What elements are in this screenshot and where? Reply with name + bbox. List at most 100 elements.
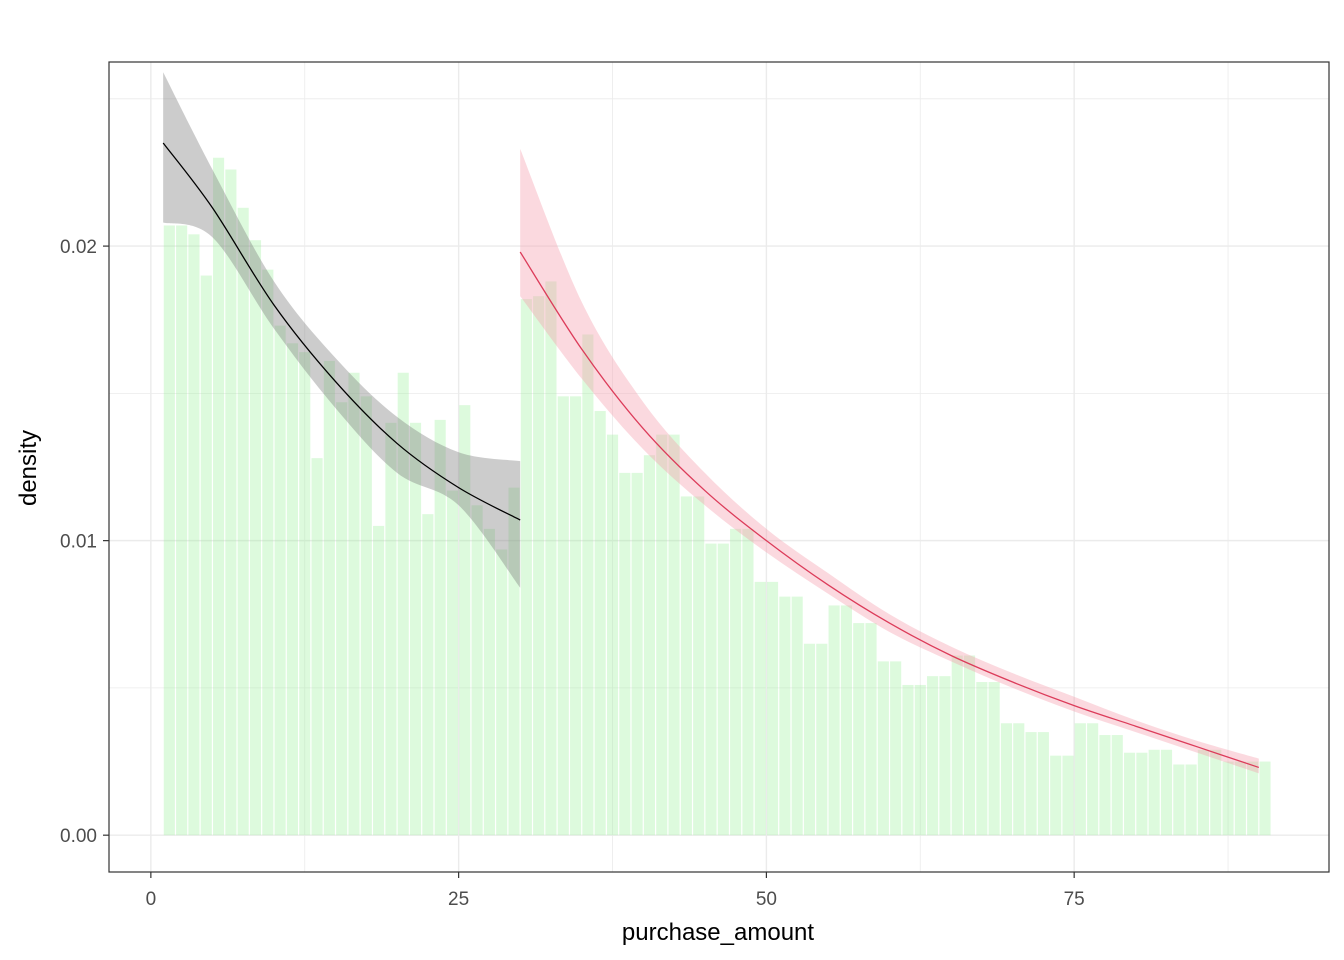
histogram-bar xyxy=(1062,755,1074,836)
histogram-bar xyxy=(865,623,877,836)
histogram-bar xyxy=(286,343,298,836)
histogram-bar xyxy=(1074,723,1086,836)
histogram-bar xyxy=(1234,761,1246,836)
histogram-bar xyxy=(631,472,643,836)
histogram-bar xyxy=(200,275,212,836)
histogram-bar xyxy=(1185,764,1197,836)
histogram-bar xyxy=(1099,735,1111,836)
bars-layer xyxy=(163,157,1271,836)
histogram-bar xyxy=(397,372,409,836)
histogram-bar xyxy=(336,402,348,836)
histogram-bar xyxy=(914,684,926,836)
histogram-bar xyxy=(213,157,225,836)
histogram-bar xyxy=(1259,761,1271,836)
histogram-bar xyxy=(1025,732,1037,836)
histogram-bar xyxy=(1136,752,1148,836)
histogram-bar xyxy=(766,581,779,836)
histogram-bar xyxy=(877,661,889,836)
histogram-bar xyxy=(1111,735,1123,836)
histogram-bar xyxy=(1197,749,1209,836)
histogram-bar xyxy=(1013,723,1025,836)
histogram-bar xyxy=(262,269,274,836)
histogram-bar xyxy=(816,643,828,836)
histogram-bar xyxy=(668,434,680,836)
histogram-bar xyxy=(1037,732,1049,836)
histogram-bar xyxy=(570,396,582,836)
histogram-bar xyxy=(582,334,594,836)
histogram-bar xyxy=(249,240,262,836)
histogram-bar xyxy=(890,661,902,836)
histogram-bar xyxy=(1222,761,1234,836)
histogram-bar xyxy=(1148,749,1160,836)
histogram-bar xyxy=(730,528,742,836)
histogram-bar xyxy=(853,623,865,836)
grid-layer xyxy=(109,62,1329,872)
histogram-bar xyxy=(840,605,852,836)
histogram-bar xyxy=(471,505,483,836)
histogram-bar xyxy=(643,455,655,836)
histogram-bar xyxy=(705,543,717,836)
histogram-bar xyxy=(754,581,766,836)
histogram-bar xyxy=(1124,752,1136,836)
histogram-bar xyxy=(533,296,545,836)
histogram-bar xyxy=(939,676,951,836)
histogram-bar xyxy=(742,528,754,836)
histogram-bar xyxy=(594,411,606,836)
histogram-bar xyxy=(693,496,705,836)
histogram-bar xyxy=(274,325,286,836)
histogram-bar xyxy=(311,458,323,836)
x-tick-label: 0 xyxy=(146,889,157,910)
histogram-bar xyxy=(803,643,816,836)
x-axis-title: purchase_amount xyxy=(622,919,814,946)
y-tick-label: 0.01 xyxy=(60,532,97,553)
histogram-bar xyxy=(791,596,803,836)
y-tick-label: 0.00 xyxy=(60,826,97,847)
histogram-bar xyxy=(927,676,939,836)
histogram-bar xyxy=(606,434,619,836)
histogram-bar xyxy=(299,352,311,836)
confidence-band-fit_30_plus xyxy=(520,148,1259,774)
histogram-bar xyxy=(446,490,459,836)
histogram-bar xyxy=(176,225,188,836)
histogram-bar xyxy=(459,405,471,836)
histogram-bar xyxy=(1087,723,1099,836)
confidence-band-fit_below_30 xyxy=(163,72,521,588)
fit-line-fit_below_30 xyxy=(162,142,521,521)
panel-border xyxy=(108,61,1330,873)
histogram-bar xyxy=(619,472,631,836)
y-tick-label: 0.02 xyxy=(60,237,97,258)
axes-layer: 0 25 50 75 0.00 0.01 0.02 xyxy=(60,237,1085,910)
histogram-bar xyxy=(656,434,668,836)
histogram-bar xyxy=(1050,755,1062,836)
histogram-bar xyxy=(385,422,397,836)
histogram-bar xyxy=(988,682,1000,836)
histogram-bar xyxy=(680,496,692,836)
histogram-bar xyxy=(976,682,988,836)
histogram-bar xyxy=(496,549,508,836)
histogram-bar xyxy=(373,525,385,836)
histogram-bar xyxy=(1160,749,1173,836)
histogram-bar xyxy=(323,360,335,836)
histogram-bar xyxy=(545,281,557,836)
histogram-bar xyxy=(1210,749,1222,836)
histogram-bar xyxy=(520,299,532,836)
histogram-bar xyxy=(163,225,175,836)
x-tick-label: 50 xyxy=(756,889,777,910)
histogram-bar xyxy=(483,528,495,836)
histogram-bar xyxy=(951,655,963,836)
histogram-bar xyxy=(434,419,446,836)
histogram-bar xyxy=(360,396,372,836)
confidence-bands-layer xyxy=(163,72,1259,774)
y-axis-title: density xyxy=(15,430,42,506)
histogram-bar xyxy=(508,487,520,836)
histogram-bar xyxy=(225,169,237,836)
histogram-bar xyxy=(1000,723,1013,836)
histogram-bar xyxy=(1247,761,1259,836)
histogram-bar xyxy=(557,396,569,836)
histogram-bar xyxy=(902,684,914,836)
histogram-bar xyxy=(348,372,360,836)
x-tick-label: 75 xyxy=(1064,889,1085,910)
histogram-bar xyxy=(779,596,791,836)
